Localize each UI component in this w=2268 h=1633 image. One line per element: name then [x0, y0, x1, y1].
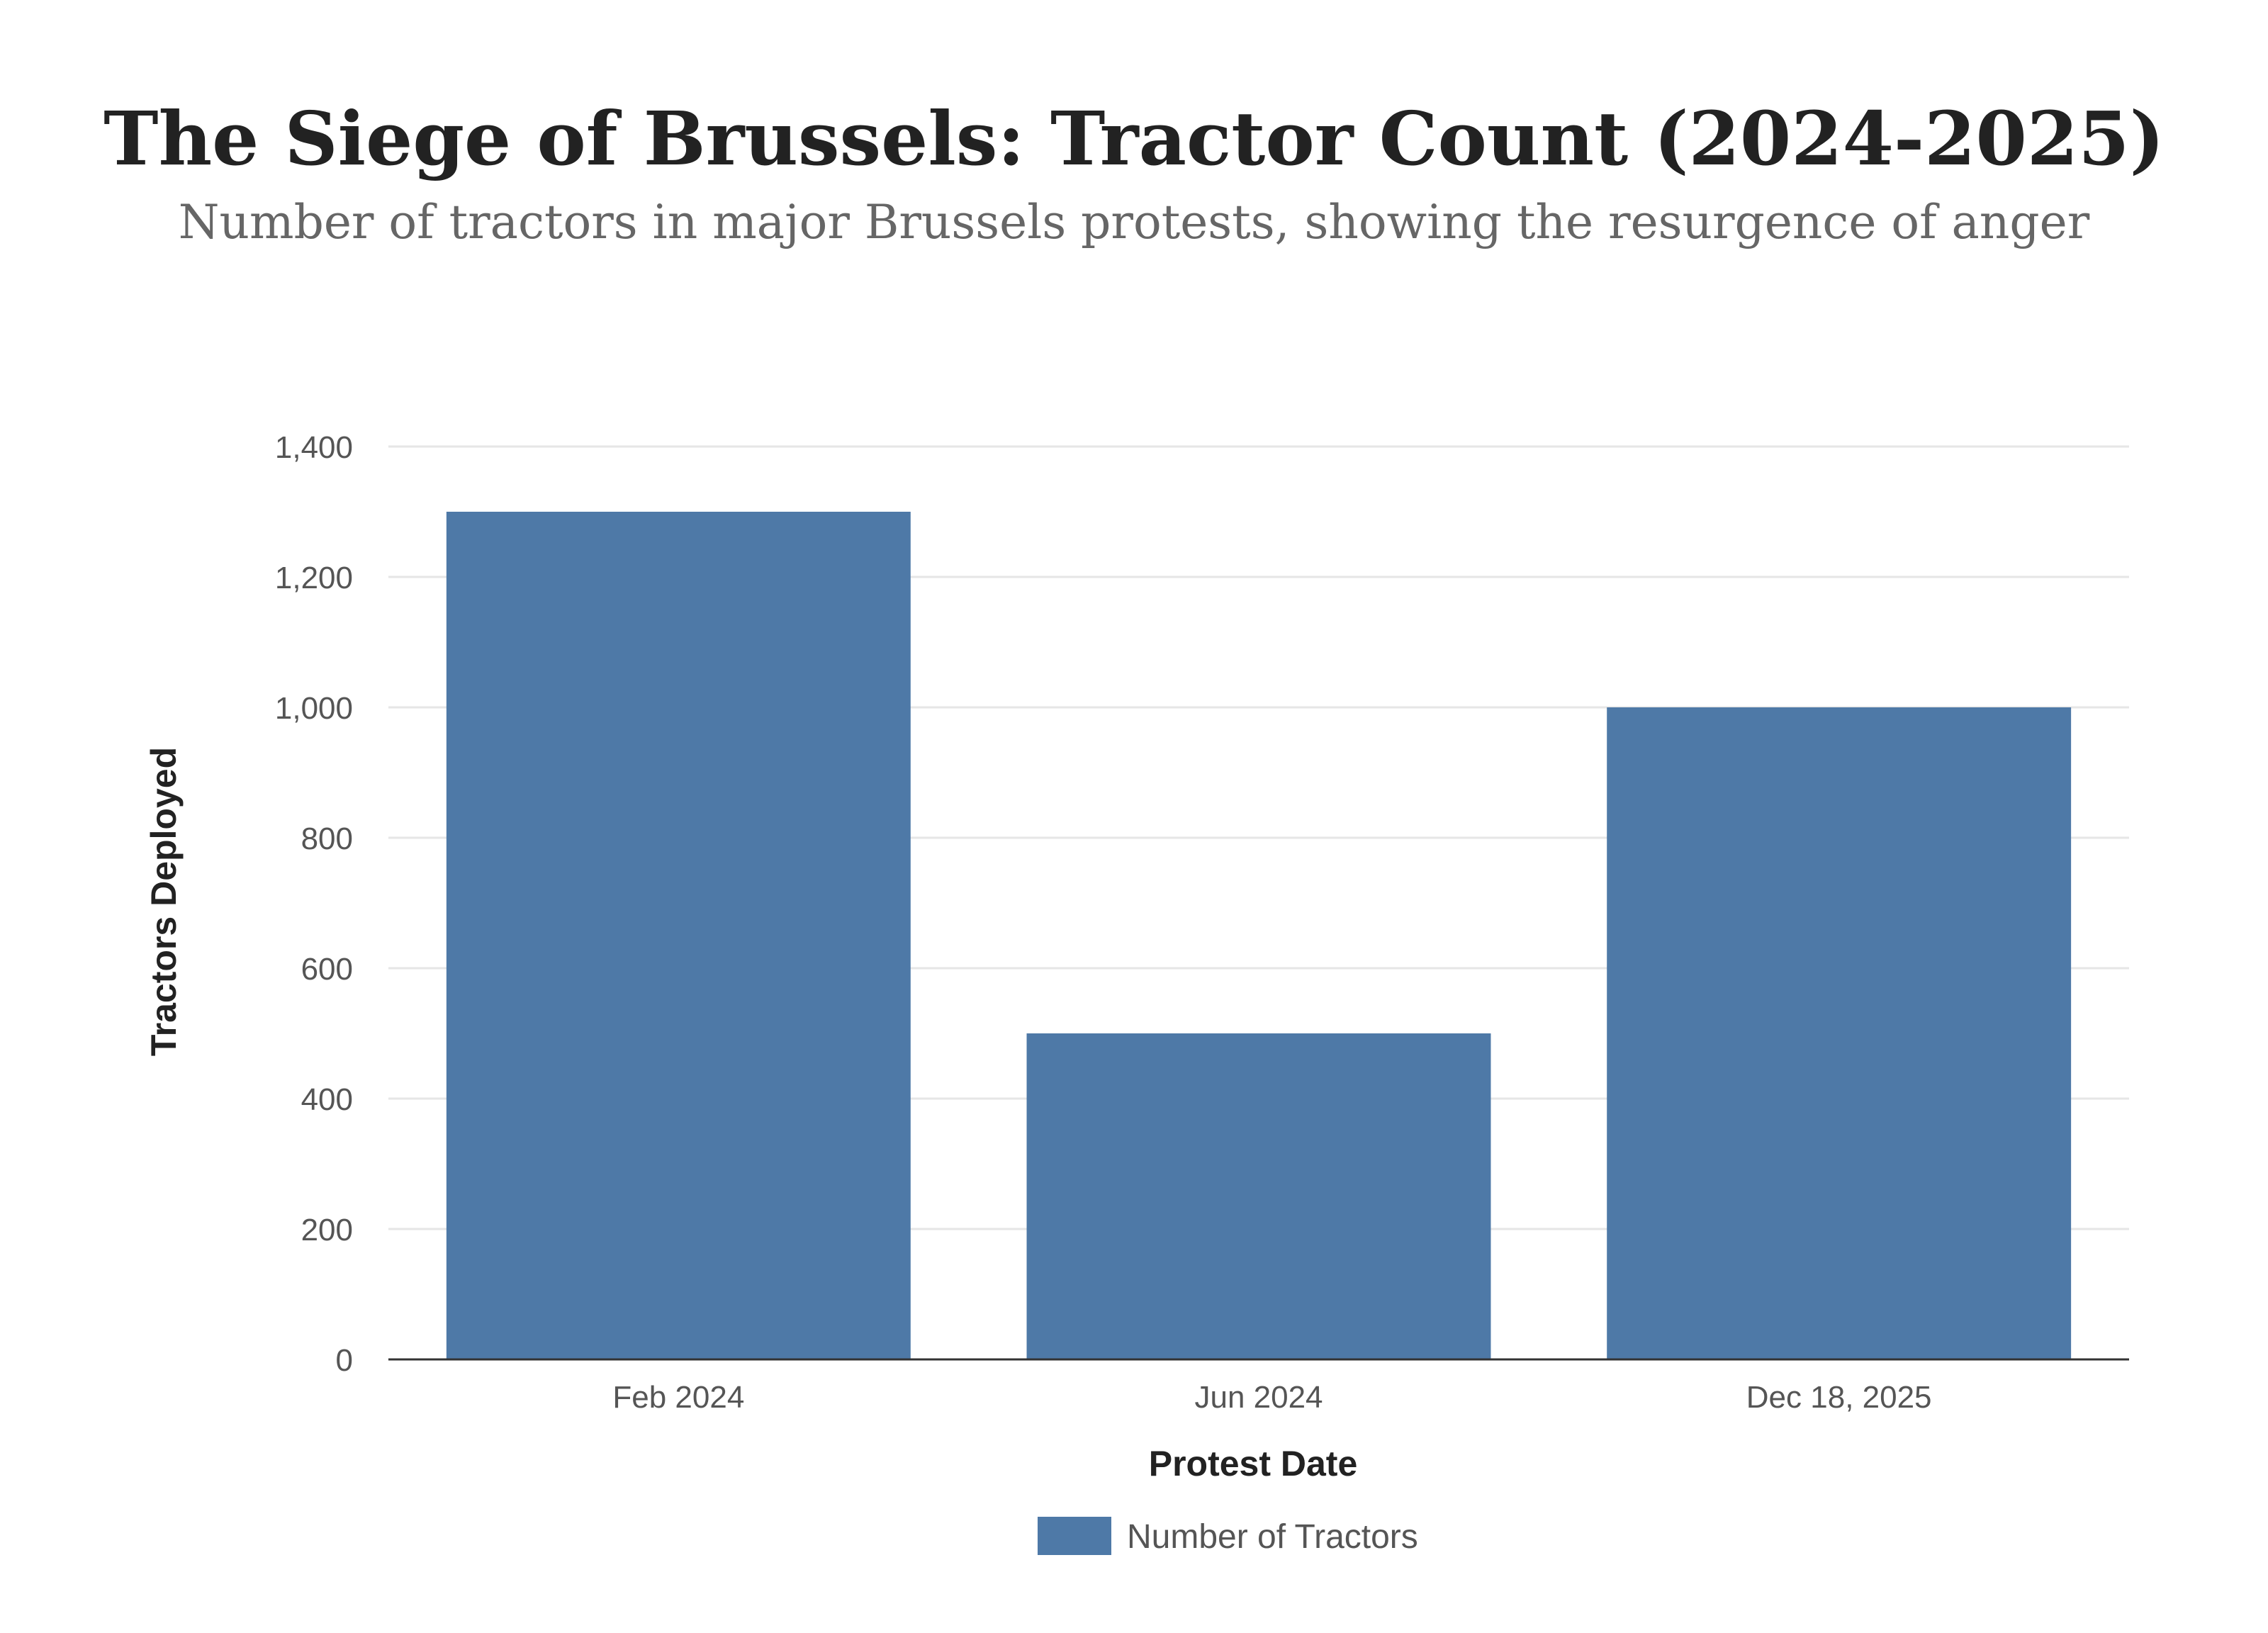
legend: Number of Tractors	[1038, 1517, 1418, 1556]
y-tick-label: 200	[301, 1213, 353, 1247]
y-tick-label: 400	[301, 1082, 353, 1117]
x-tick-label: Jun 2024	[1194, 1380, 1323, 1415]
x-tick-label: Feb 2024	[612, 1380, 744, 1415]
y-tick-label: 1,200	[275, 561, 353, 595]
y-tick-label: 600	[301, 952, 353, 987]
y-tick-label: 1,000	[275, 691, 353, 726]
chart-title: The Siege of Brussels: Tractor Count (20…	[103, 95, 2165, 182]
y-tick-label: 800	[301, 821, 353, 856]
legend-label: Number of Tractors	[1127, 1518, 1418, 1556]
chart-subtitle: Number of tractors in major Brussels pro…	[179, 195, 2090, 249]
x-tick-label: Dec 18, 2025	[1746, 1380, 1932, 1415]
y-tick-label: 0	[336, 1343, 353, 1378]
bar[interactable]	[1026, 1033, 1491, 1359]
y-axis-title: Tractors Deployed	[144, 747, 184, 1056]
bar[interactable]	[1607, 707, 2072, 1359]
y-axis-ticks: 0 200 400 600 800 1,000 1,200 1,400	[275, 430, 353, 1378]
y-tick-label: 1,400	[275, 430, 353, 465]
x-axis-ticks: Feb 2024 Jun 2024 Dec 18, 2025	[612, 1380, 1931, 1415]
legend-swatch	[1038, 1517, 1111, 1555]
bars	[446, 512, 2072, 1359]
bar[interactable]	[446, 512, 911, 1359]
x-axis-title: Protest Date	[1149, 1444, 1358, 1483]
